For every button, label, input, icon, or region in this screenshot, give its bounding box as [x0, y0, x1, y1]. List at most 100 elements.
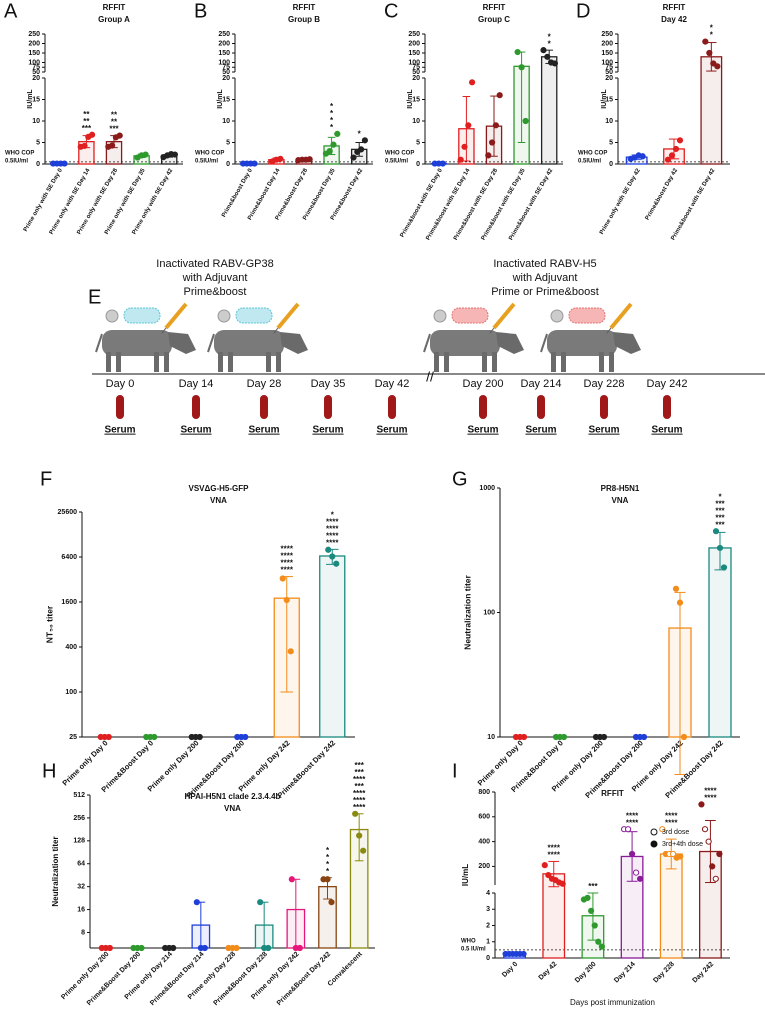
cow-tail — [207, 333, 215, 353]
data-point — [522, 117, 529, 125]
group-label: with Adjuvant — [512, 272, 578, 284]
data-point — [61, 160, 68, 167]
day-label: Day 28 — [247, 378, 282, 390]
bar — [659, 853, 683, 959]
y-axis-label: IU/mL — [461, 864, 470, 886]
cow-body — [430, 330, 500, 356]
data-point — [88, 131, 96, 138]
x-tick-label: Prime&boost with SE Day 42 — [670, 167, 716, 241]
reference-label: WHO — [461, 938, 476, 944]
significance-label: **** — [281, 559, 294, 568]
cow-leg — [482, 352, 487, 372]
y-tick-label: 100 — [65, 689, 77, 696]
data-point — [595, 938, 602, 945]
y-tick-label: 250 — [601, 31, 613, 38]
panel-label: G — [452, 468, 468, 490]
y-tick-label: 250 — [218, 31, 230, 38]
y-tick-label: 5 — [416, 139, 420, 146]
blood-tube — [260, 395, 268, 419]
blood-tube — [600, 395, 608, 419]
significance-label: * — [710, 24, 714, 33]
significance-label: * — [330, 109, 334, 118]
significance-label: *** — [715, 513, 725, 522]
data-point — [664, 156, 672, 163]
chart-subtitle: Day 42 — [661, 15, 687, 24]
panel-label: D — [576, 0, 590, 22]
panel-label: H — [42, 760, 56, 782]
y-tick-label: 100 — [218, 59, 230, 66]
y-tick-label: 0 — [486, 955, 490, 962]
significance-label: **** — [326, 538, 339, 547]
chart-title: PR8-H5N1 — [601, 484, 640, 493]
significance-label: * — [548, 32, 552, 41]
significance-label: **** — [665, 811, 678, 820]
data-point — [116, 132, 123, 139]
cow-icon — [95, 302, 196, 372]
day-label: Day 242 — [647, 378, 688, 390]
data-point — [541, 862, 548, 869]
significance-label: * — [718, 492, 722, 501]
syringe-icon — [492, 302, 516, 330]
reference-label: 0.5IU/ml — [195, 158, 218, 164]
chart-title: RFFIT — [601, 789, 624, 798]
data-point — [677, 853, 684, 860]
data-point — [279, 575, 286, 582]
data-point — [640, 733, 648, 741]
x-tick-label: Day 0 — [501, 961, 519, 979]
data-point — [350, 154, 357, 161]
significance-label: **** — [353, 775, 366, 784]
y-tick-label: 64 — [77, 861, 85, 868]
data-point — [520, 950, 527, 958]
cow-tail — [423, 333, 431, 353]
x-tick-label: Prime&boost Day 42 — [330, 167, 365, 221]
data-point — [716, 850, 723, 858]
sample-label: Serum — [248, 425, 279, 436]
significance-label: * — [331, 510, 335, 519]
data-point — [439, 160, 446, 167]
data-point — [698, 801, 705, 808]
y-axis-label: IU/mL — [217, 89, 224, 109]
y-tick-label: 15 — [222, 96, 230, 103]
cow-leg — [266, 352, 271, 372]
data-point — [676, 599, 684, 606]
data-point — [468, 79, 476, 86]
data-point — [492, 122, 499, 129]
blood-tube — [388, 395, 396, 419]
y-tick-label: 1600 — [61, 599, 77, 606]
y-tick-label: 50 — [605, 69, 613, 76]
significance-label: **** — [665, 818, 678, 827]
y-tick-label: 6400 — [61, 554, 77, 561]
data-point — [325, 546, 332, 553]
data-point — [706, 49, 713, 57]
chart-subtitle: VNA — [210, 496, 227, 505]
data-point — [709, 863, 716, 870]
data-point — [676, 137, 684, 144]
data-point — [705, 838, 712, 845]
y-tick-label: 20 — [605, 75, 613, 82]
data-point — [632, 869, 640, 876]
y-tick-label: 4 — [486, 890, 490, 897]
bar — [700, 56, 723, 165]
data-point — [330, 141, 337, 148]
day-label: Day 35 — [311, 378, 346, 390]
cow-tail — [95, 333, 103, 353]
data-point — [457, 156, 464, 163]
blood-tube — [663, 395, 671, 419]
data-point — [672, 585, 680, 592]
data-point — [636, 875, 644, 882]
significance-label: *** — [354, 761, 364, 770]
significance-label: ** — [111, 118, 118, 127]
data-point — [496, 92, 503, 99]
panel-label: A — [4, 0, 18, 22]
significance-label: * — [330, 116, 334, 125]
legend-label: 3rd+4th dose — [662, 841, 703, 848]
cow-leg — [434, 352, 439, 372]
y-tick-label: 15 — [32, 96, 40, 103]
cow-body — [547, 330, 617, 356]
data-point — [680, 733, 688, 741]
x-tick-label: Prime&Boost Day 228 — [212, 951, 268, 1007]
y-tick-label: 75 — [605, 64, 613, 71]
y-tick-label: 25 — [69, 734, 77, 741]
data-point — [701, 826, 709, 833]
syringe-icon — [164, 302, 188, 330]
